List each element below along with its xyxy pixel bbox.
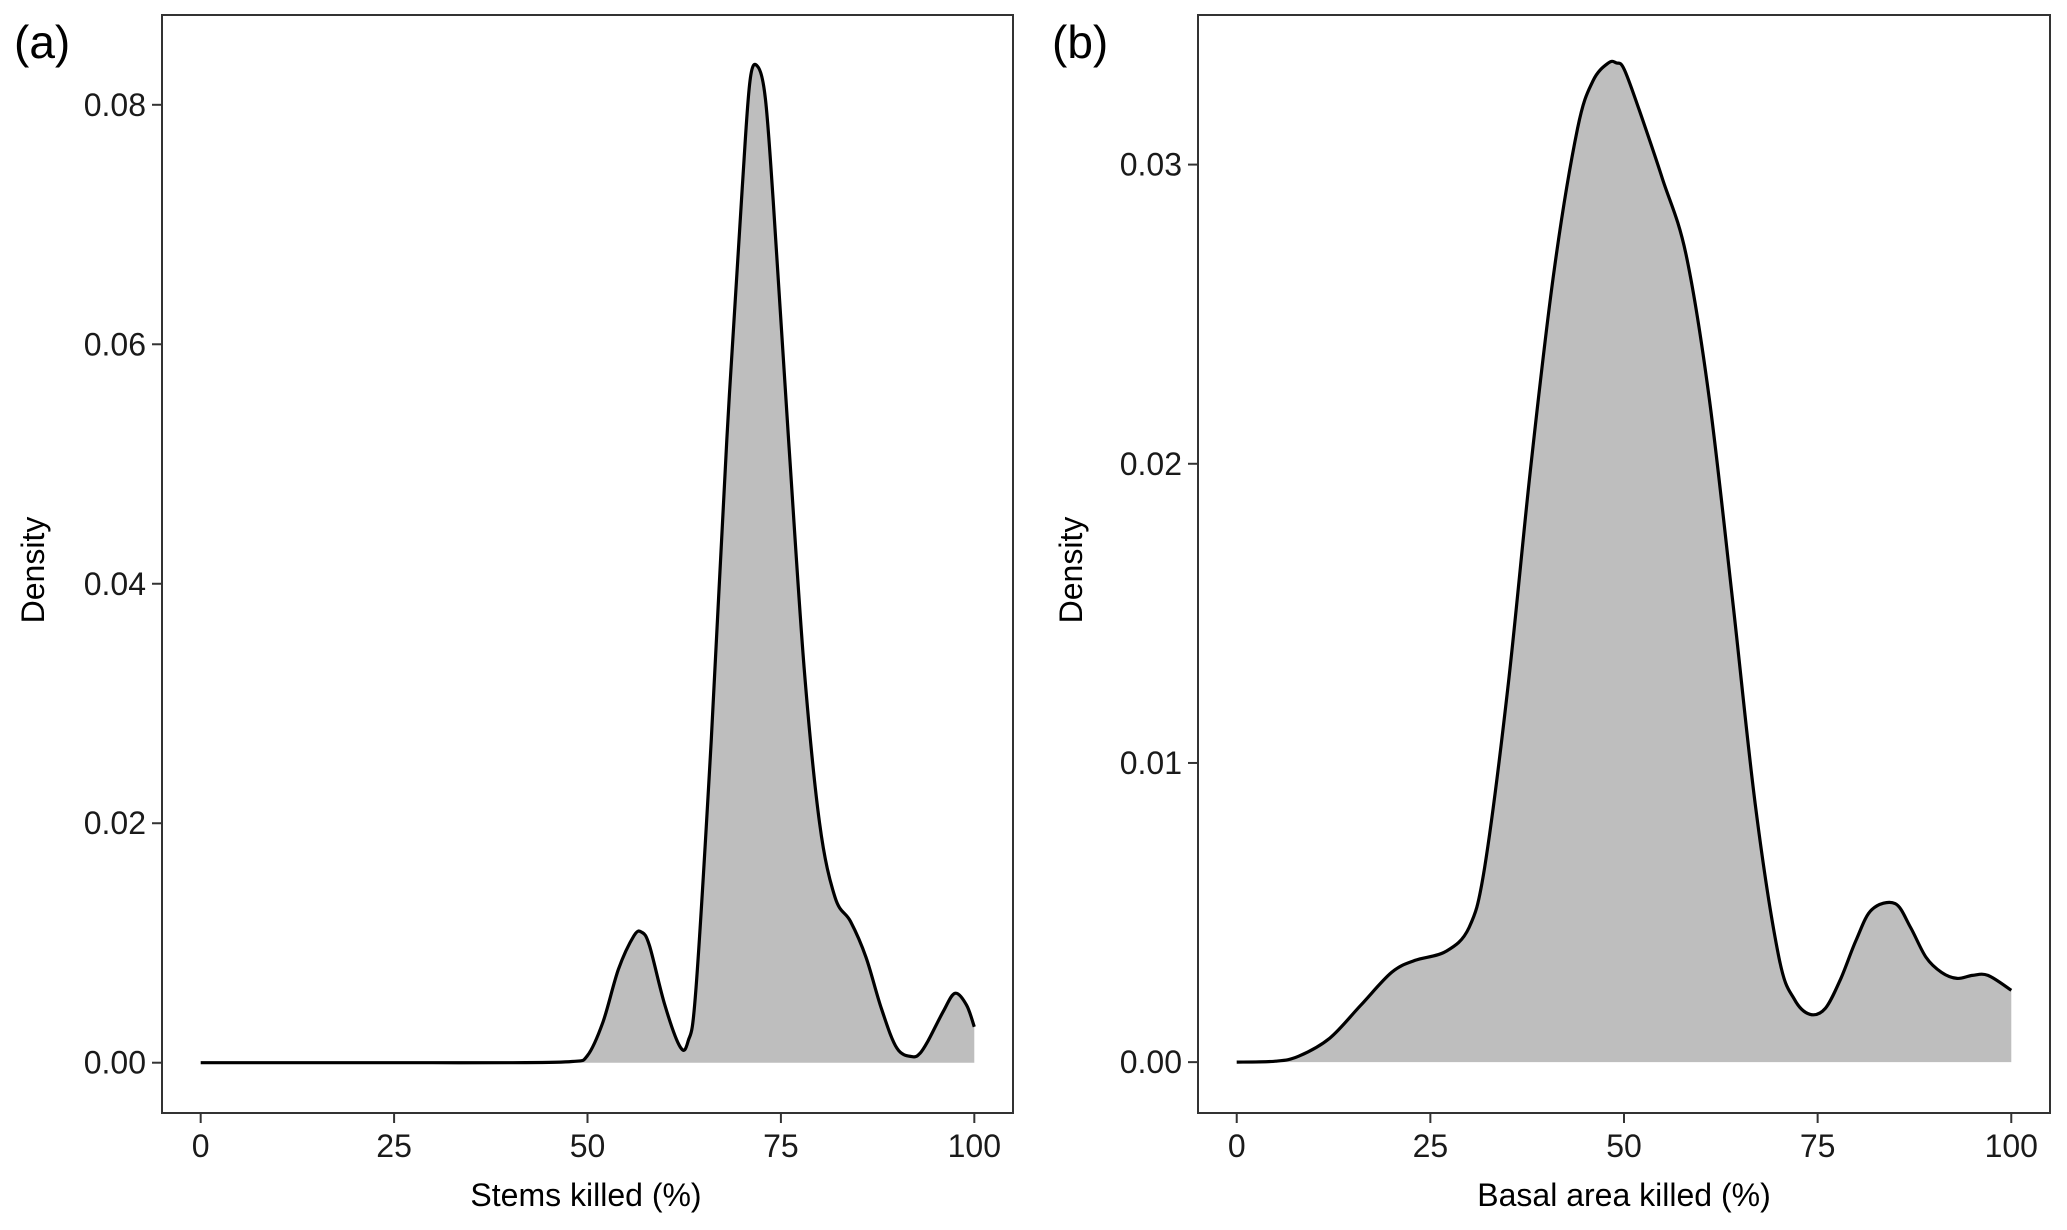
panel-a-frame xyxy=(161,14,1014,1114)
panel-b-y-tick-label: 0.00 xyxy=(1120,1044,1182,1080)
panel-a-x-ticks: 0 25 50 75 100 xyxy=(192,1113,1001,1164)
panel-b-x-ticks: 0 25 50 75 100 xyxy=(1228,1113,2038,1164)
panel-a-y-axis-title: Density xyxy=(15,517,51,624)
panel-a-x-tick-label: 25 xyxy=(376,1128,412,1164)
panel-a-y-tick-label: 0.00 xyxy=(84,1045,146,1081)
panel-b-label: (b) xyxy=(1052,16,1108,68)
panel-a-y-tick-label: 0.02 xyxy=(84,805,146,841)
panel-a-x-tick-label: 75 xyxy=(763,1128,799,1164)
panel-a-y-tick-label: 0.08 xyxy=(84,87,146,123)
panel-b-x-tick-label: 0 xyxy=(1228,1128,1246,1164)
panel-a-x-tick-label: 100 xyxy=(948,1128,1001,1164)
panel-a-y-tick-label: 0.04 xyxy=(84,566,146,602)
panel-a-x-axis-title: Stems killed (%) xyxy=(470,1177,701,1213)
panel-b-y-axis-title: Density xyxy=(1053,517,1089,624)
panel-b-density-line xyxy=(1236,59,2013,1064)
panel-b-x-axis-title: Basal area killed (%) xyxy=(1477,1177,1770,1213)
panel-a-x-tick-label: 0 xyxy=(192,1128,210,1164)
panel-b-x-tick-label: 25 xyxy=(1413,1128,1449,1164)
panel-a-density-line xyxy=(200,62,976,1065)
panel-b-y-tick-label: 0.01 xyxy=(1120,745,1182,781)
panel-b-x-tick-label: 100 xyxy=(1985,1128,2038,1164)
panel-b-x-tick-label: 75 xyxy=(1800,1128,1836,1164)
panel-b: (b) 0 25 50 75 100 0.00 0.01 0.02 0.03 Basal ar… xyxy=(1052,14,2051,1213)
panel-a-density-area xyxy=(200,64,975,1063)
panel-b-y-tick-label: 0.03 xyxy=(1120,147,1182,183)
panel-a-y-tick-label: 0.06 xyxy=(84,326,146,362)
panel-a-x-tick-label: 50 xyxy=(570,1128,606,1164)
panel-b-x-tick-label: 50 xyxy=(1606,1128,1642,1164)
panel-b-y-tick-label: 0.02 xyxy=(1120,446,1182,482)
panel-a-y-ticks: 0.00 0.02 0.04 0.06 0.08 xyxy=(84,87,162,1081)
panel-b-y-ticks: 0.00 0.01 0.02 0.03 xyxy=(1120,147,1198,1080)
panel-a: (a) 0 25 50 75 100 0.00 0.02 0.04 0.06 0.08 Stem… xyxy=(14,14,1014,1213)
panel-b-density-area xyxy=(1236,61,2012,1063)
panel-a-label: (a) xyxy=(14,16,70,68)
